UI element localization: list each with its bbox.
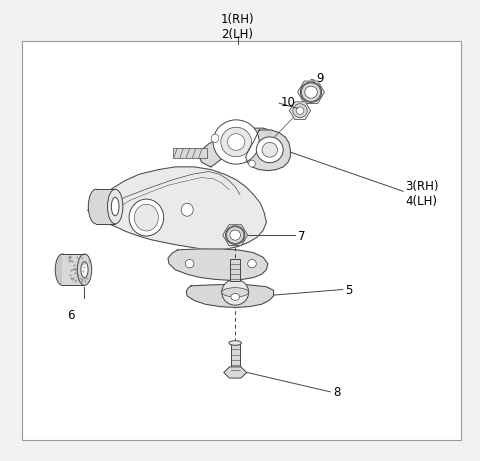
Text: 8: 8 [334,386,341,399]
Polygon shape [223,225,248,246]
Circle shape [222,279,249,305]
Ellipse shape [222,288,249,297]
Polygon shape [289,102,311,119]
Ellipse shape [181,203,193,216]
Ellipse shape [229,341,241,345]
Ellipse shape [111,197,119,216]
Text: 1(RH)
2(LH): 1(RH) 2(LH) [221,13,254,41]
Bar [96,189,115,224]
Ellipse shape [231,294,240,301]
Bar [62,254,84,285]
Polygon shape [199,128,271,167]
Circle shape [230,230,240,240]
Text: 10: 10 [281,96,296,109]
Ellipse shape [77,254,92,285]
Circle shape [256,137,283,163]
Bar [230,259,240,281]
Ellipse shape [249,160,255,167]
Ellipse shape [185,260,194,268]
Polygon shape [224,367,247,378]
Circle shape [301,83,321,101]
Text: 3(RH)
4(LH): 3(RH) 4(LH) [406,180,439,207]
Ellipse shape [108,189,123,224]
Circle shape [226,226,245,244]
Circle shape [262,142,277,157]
Polygon shape [88,167,266,250]
Text: 6: 6 [67,309,75,322]
Circle shape [296,107,304,114]
FancyBboxPatch shape [22,41,461,440]
Text: 7: 7 [298,230,305,242]
Ellipse shape [248,260,256,268]
Bar [231,343,240,371]
Circle shape [228,134,245,150]
Circle shape [305,86,317,98]
Polygon shape [168,249,268,280]
Circle shape [300,82,322,102]
Circle shape [227,227,244,243]
Ellipse shape [211,134,219,142]
Polygon shape [298,81,324,103]
Text: 5: 5 [345,284,352,297]
Ellipse shape [134,204,158,231]
Circle shape [293,104,307,118]
Text: 9: 9 [316,72,324,85]
Ellipse shape [129,199,164,236]
Ellipse shape [81,262,88,278]
Polygon shape [246,130,290,171]
Ellipse shape [55,254,70,285]
Ellipse shape [88,189,104,224]
Polygon shape [186,284,274,307]
Circle shape [221,127,252,157]
Circle shape [213,120,259,164]
Bar [173,148,207,158]
